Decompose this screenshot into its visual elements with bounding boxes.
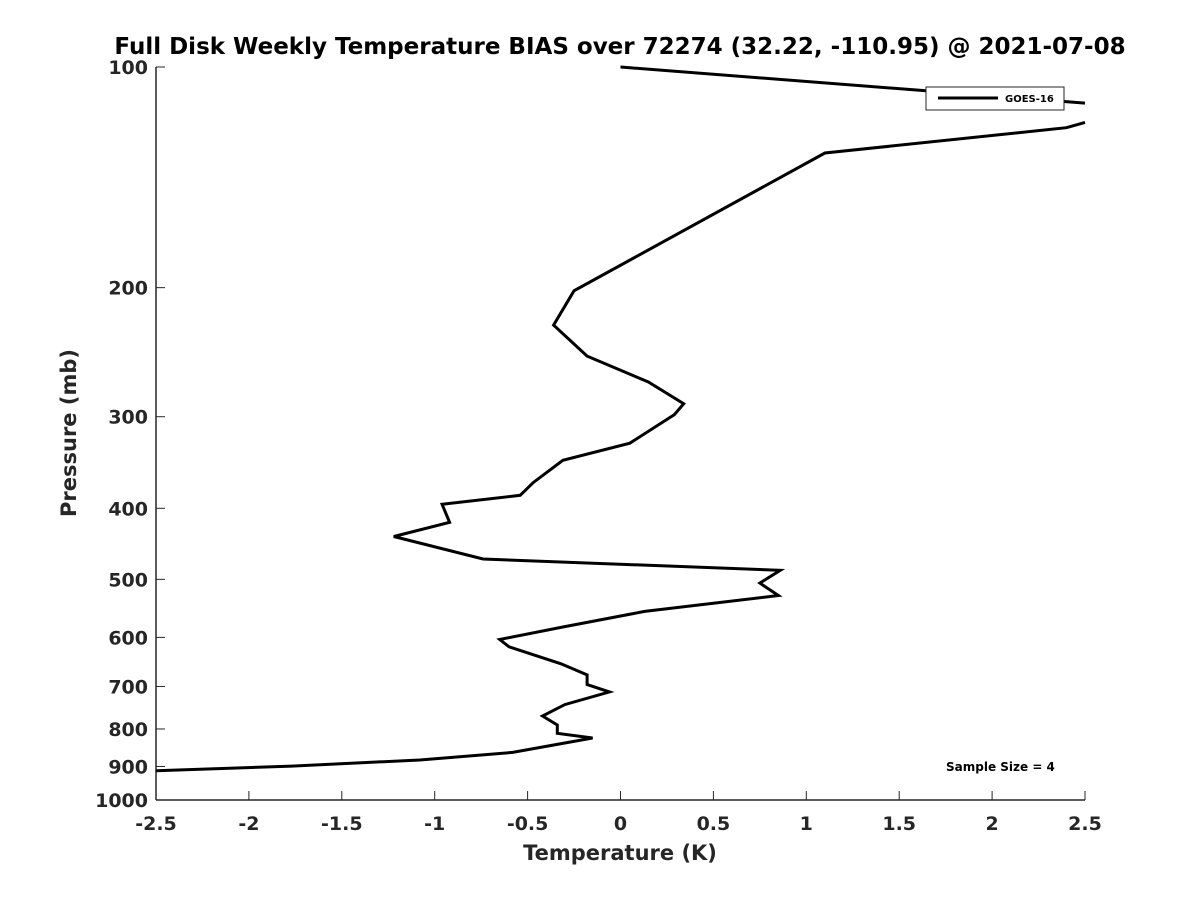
x-tick-label: -1.5 (321, 813, 363, 835)
y-tick-label: 500 (108, 569, 148, 591)
plot-area (155, 67, 1085, 801)
legend: GOES-16 (925, 86, 1065, 111)
y-tick-label: 900 (108, 756, 148, 778)
y-tick-label: 100 (108, 57, 148, 79)
x-tick-label: 1 (800, 813, 813, 835)
x-tick-label: -1 (424, 813, 445, 835)
x-axis-label: Temperature (K) (523, 841, 717, 865)
series-line-goes16 (155, 65, 1086, 773)
legend-entry-goes16: GOES-16 (1005, 94, 1054, 105)
x-tick-label: 1.5 (882, 813, 916, 835)
y-tick-label: 1000 (95, 790, 148, 812)
x-tick-label: 0.5 (697, 813, 731, 835)
x-tick-label: 0 (614, 813, 627, 835)
y-tick-label: 200 (108, 278, 148, 300)
series-layer (155, 65, 1086, 773)
y-tick-label: 300 (108, 407, 148, 429)
y-ticks: 100 200 300 400 500 600 700 800 900 1000 (95, 57, 165, 812)
y-tick-label: 600 (108, 627, 148, 649)
y-tick-label: 700 (108, 676, 148, 698)
sample-size-annotation: Sample Size = 4 (946, 760, 1055, 774)
y-tick-label: 400 (108, 498, 148, 520)
x-tick-label: -0.5 (507, 813, 549, 835)
y-axis-label: Pressure (mb) (57, 349, 81, 517)
x-tick-label: 2 (985, 813, 998, 835)
chart-title: Full Disk Weekly Temperature BIAS over 7… (114, 34, 1125, 60)
x-tick-label: -2 (238, 813, 259, 835)
y-tick-label: 800 (108, 719, 148, 741)
x-ticks: -2.5 -2 -1.5 -1 -0.5 0 0.5 1 1.5 2 2.5 (135, 791, 1102, 835)
x-tick-label: 2.5 (1068, 813, 1102, 835)
x-tick-label: -2.5 (135, 813, 177, 835)
